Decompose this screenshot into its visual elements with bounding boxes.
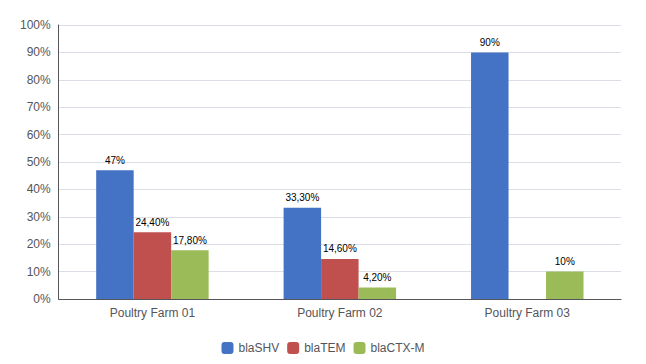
svg-text:blaTEM: blaTEM — [304, 341, 345, 355]
svg-text:14,60%: 14,60% — [323, 243, 357, 254]
svg-text:50%: 50% — [27, 155, 51, 169]
svg-text:80%: 80% — [27, 73, 51, 87]
svg-text:4,20%: 4,20% — [363, 272, 391, 283]
svg-text:60%: 60% — [27, 128, 51, 142]
svg-text:Poultry Farm 02: Poultry Farm 02 — [297, 306, 383, 320]
svg-text:70%: 70% — [27, 100, 51, 114]
svg-text:10%: 10% — [27, 265, 51, 279]
svg-text:20%: 20% — [27, 237, 51, 251]
svg-text:90%: 90% — [480, 37, 500, 48]
svg-text:blaSHV: blaSHV — [238, 341, 279, 355]
svg-text:40%: 40% — [27, 182, 51, 196]
svg-text:blaCTX-M: blaCTX-M — [371, 341, 425, 355]
svg-text:47%: 47% — [105, 155, 125, 166]
svg-text:33,30%: 33,30% — [285, 192, 319, 203]
svg-text:Poultry Farm 01: Poultry Farm 01 — [110, 306, 196, 320]
svg-text:17,80%: 17,80% — [173, 235, 207, 246]
svg-text:10%: 10% — [555, 256, 575, 267]
svg-text:90%: 90% — [27, 45, 51, 59]
svg-text:30%: 30% — [27, 210, 51, 224]
svg-text:Poultry Farm 03: Poultry Farm 03 — [485, 306, 571, 320]
svg-text:24,40%: 24,40% — [135, 217, 169, 228]
svg-text:100%: 100% — [20, 18, 51, 32]
svg-text:0%: 0% — [33, 292, 51, 306]
